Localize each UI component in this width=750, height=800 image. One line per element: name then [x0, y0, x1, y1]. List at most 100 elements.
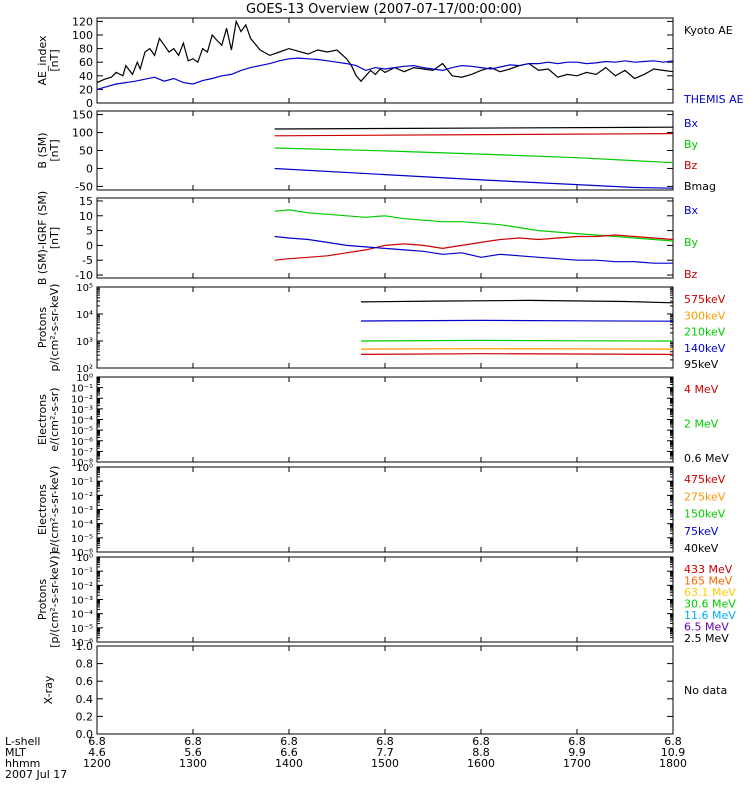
y-tick-label: 10⁵ [76, 283, 93, 294]
y-axis-title: Electrons [36, 394, 49, 445]
x-tick-label: 6.8 [88, 735, 106, 748]
y-tick-label: 10⁻² [71, 394, 93, 405]
panel-b_igrf: -10 -5 05 10 15 B (SM)-IGRF (SM) [nT] Bx By Bz [36, 191, 699, 285]
x-tick-label: 6.8 [184, 735, 202, 748]
legend-2-mev: 2 MeV [684, 418, 719, 431]
y-tick-label: 10² [76, 364, 93, 375]
x-row-label: MLT [5, 746, 26, 759]
y-tick-label: 0 [86, 97, 93, 110]
y-tick-label: 10⁰ [76, 463, 93, 474]
legend-210kev: 210keV [684, 326, 726, 339]
y-tick-label: 10⁻⁶ [71, 638, 93, 649]
y-tick-label: 60 [79, 56, 93, 69]
legend-30-6-mev: 30.6 MeV [684, 598, 736, 611]
panel-frame [96, 17, 674, 104]
x-tick-label: 1500 [371, 757, 399, 770]
series-bx [274, 235, 673, 264]
y-axis-title: Electrons [36, 484, 49, 535]
y-tick-label: 0.6 [76, 675, 94, 688]
legend-by: By [684, 138, 699, 151]
y-tick-label: 100 [72, 29, 93, 42]
legend-575kev: 575keV [684, 293, 726, 306]
legend-bz: Bz [684, 159, 698, 172]
y-axis-title: [nT] [48, 139, 61, 161]
y-tick-label: 10⁻⁷ [71, 447, 93, 458]
panel-frame [96, 556, 674, 643]
y-tick-label: 0 [86, 162, 93, 175]
y-tick-label: 100 [72, 127, 93, 140]
legend-bz: Bz [684, 268, 698, 281]
x-tick-label: 1600 [467, 757, 495, 770]
y-tick-label: 10⁻⁸ [71, 458, 93, 469]
y-axis-title: e/(cm²-s-sr) [48, 387, 61, 451]
series-themis-ae [96, 57, 674, 90]
panel-frame [96, 197, 674, 279]
y-tick-label: 10⁻² [71, 581, 93, 592]
y-axis-title: Protons [36, 307, 49, 348]
x-tick-label: 1400 [275, 757, 303, 770]
y-tick-label: 10⁻¹ [71, 477, 93, 488]
y-axis-title: e/(cm²-s-sr-keV) [48, 466, 61, 554]
legend-475kev: 475keV [684, 473, 726, 486]
panel-frame [96, 286, 674, 369]
legend-11-6-mev: 11.6 MeV [684, 609, 736, 622]
y-tick-label: 10⁻³ [71, 596, 93, 607]
series-by [274, 147, 674, 164]
x-tick-label: 6.8 [568, 735, 586, 748]
legend-433-mev: 433 MeV [684, 563, 733, 576]
y-tick-label: 10⁰ [76, 373, 93, 384]
panel-electrons_kev: 10⁻⁶ 10⁻⁵ 10⁻⁴ 10⁻³ 10⁻² 10⁻¹ 10⁰ Electrons e/(c… [36, 463, 726, 559]
y-axis-title: AE_index [36, 35, 49, 86]
series-bmag [274, 126, 674, 130]
x-tick-label: 7.7 [376, 746, 394, 759]
x-axis-date: 2007 Jul 17 [5, 768, 67, 781]
y-tick-label: 10⁰ [76, 553, 93, 564]
legend-themis-ae: THEMIS AE [683, 93, 744, 106]
x-tick-label: 1200 [83, 757, 111, 770]
y-tick-label: -10 [75, 269, 93, 282]
series-by [274, 209, 674, 242]
y-axis-title: [nT] [48, 49, 61, 71]
legend-bmag: Bmag [684, 180, 716, 193]
y-axis-title: [p/(cm²-s-sr-keV)] [48, 551, 61, 648]
y-tick-label: 10⁻² [71, 491, 93, 502]
x-tick-label: 6.8 [664, 735, 682, 748]
y-axis-title: [nT] [48, 227, 61, 249]
y-tick-label: 10⁻⁵ [71, 534, 93, 545]
x-tick-label: 6.6 [280, 746, 298, 759]
y-tick-label: 10⁻⁶ [71, 548, 93, 559]
y-axis-title: p/(cm²-s-sr-keV) [48, 284, 61, 372]
y-axis-title: B (SM) [36, 132, 49, 168]
panel-protons_mev: 10⁻⁶ 10⁻⁵ 10⁻⁴ 10⁻³ 10⁻² 10⁻¹ 10⁰ Protons [p/(cm… [36, 551, 736, 649]
y-tick-label: 0.8 [76, 658, 94, 671]
series-bz [274, 234, 674, 261]
legend-40kev: 40keV [684, 542, 719, 555]
panel-protons_low: 10² 10³ 10⁴ 10⁵ Protons p/(cm²-s-sr-keV) 575ke… [36, 283, 726, 375]
y-tick-label: 10⁻⁵ [71, 624, 93, 635]
y-tick-label: 50 [79, 145, 93, 158]
x-tick-label: 1800 [659, 757, 687, 770]
y-axis-title: X-ray [42, 675, 55, 704]
x-row-label: hhmm [5, 757, 40, 770]
y-tick-label: 5 [86, 225, 93, 238]
y-tick-label: 40 [79, 70, 93, 83]
y-axis-title: B (SM)-IGRF (SM) [36, 191, 49, 285]
y-tick-label: 80 [79, 43, 93, 56]
y-tick-label: 10⁻⁶ [71, 437, 93, 448]
x-tick-label: 1300 [179, 757, 207, 770]
panel-frame [96, 376, 674, 463]
y-tick-label: -5 [82, 254, 93, 267]
y-tick-label: 15 [79, 195, 93, 208]
x-tick-label: 6.8 [280, 735, 298, 748]
series-575kev [360, 353, 674, 355]
y-tick-label: 0.2 [76, 710, 94, 723]
y-tick-label: 10⁻¹ [71, 384, 93, 395]
legend-165-mev: 165 MeV [684, 575, 733, 588]
no-data-note: No data [684, 684, 727, 697]
y-tick-label: 150 [72, 109, 93, 122]
x-row-label: L-shell [5, 735, 41, 748]
x-tick-label: 4.6 [88, 746, 106, 759]
y-tick-label: 10⁻⁴ [71, 520, 93, 531]
y-axis-title: Protons [36, 579, 49, 620]
